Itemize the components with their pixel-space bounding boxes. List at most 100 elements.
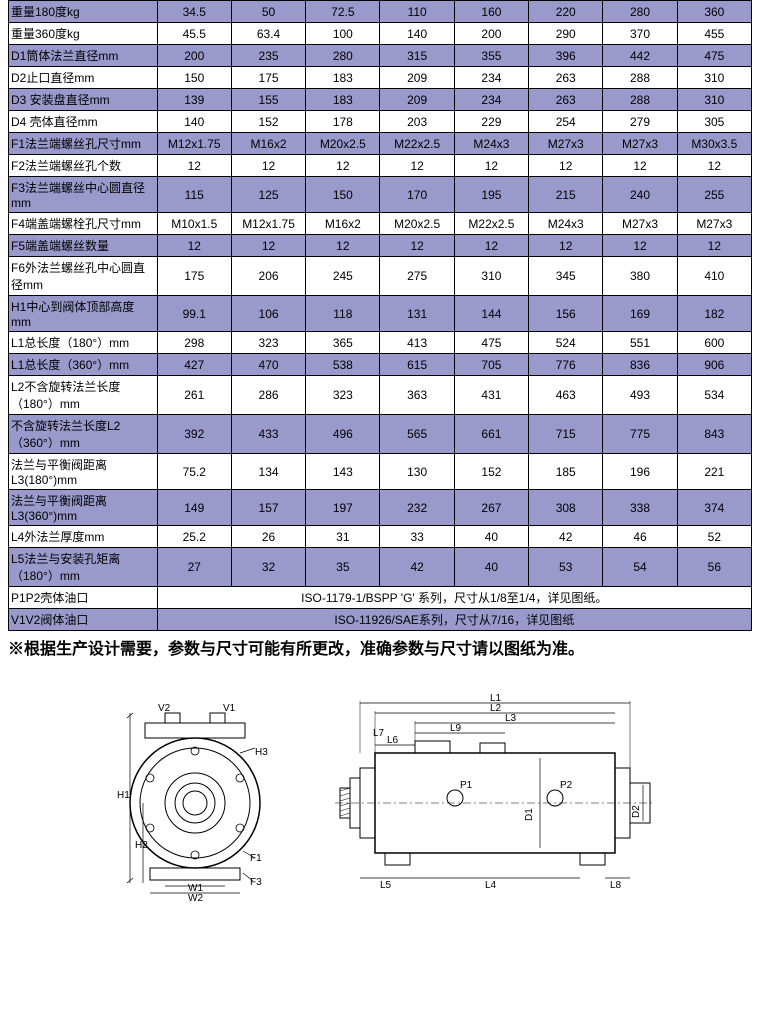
data-cell: 245 [306, 257, 380, 296]
data-cell: 12 [231, 155, 305, 177]
data-cell: 427 [157, 354, 231, 376]
row-label: H1中心到阀体顶部高度mm [9, 296, 158, 332]
row-label: L1总长度（180°）mm [9, 332, 158, 354]
row-label: F4端盖端螺栓孔尺寸mm [9, 213, 158, 235]
data-cell: M16x2 [306, 213, 380, 235]
data-cell: M22x2.5 [380, 133, 454, 155]
data-cell: 843 [677, 415, 751, 454]
data-cell: 215 [529, 177, 603, 213]
data-cell: 155 [231, 89, 305, 111]
data-cell: 203 [380, 111, 454, 133]
data-cell: 263 [529, 89, 603, 111]
data-cell: 26 [231, 526, 305, 548]
disclaimer-note: ※根据生产设计需要，参数与尺寸可能有所更改，准确参数与尺寸请以图纸为准。 [0, 631, 760, 663]
data-cell: 360 [677, 1, 751, 23]
table-row: F5端盖端螺丝数量1212121212121212 [9, 235, 752, 257]
label-l3: L3 [505, 713, 517, 724]
data-cell: 185 [529, 454, 603, 490]
data-cell: 470 [231, 354, 305, 376]
data-cell: 240 [603, 177, 677, 213]
data-cell: 12 [454, 155, 528, 177]
data-cell: 118 [306, 296, 380, 332]
data-cell: 254 [529, 111, 603, 133]
row-label: L2不含旋转法兰长度（180°）mm [9, 376, 158, 415]
data-cell: 280 [306, 45, 380, 67]
data-cell: 12 [380, 155, 454, 177]
data-cell: 600 [677, 332, 751, 354]
data-cell: 197 [306, 490, 380, 526]
label-l9: L9 [450, 723, 462, 734]
data-cell: 280 [603, 1, 677, 23]
row-label: 不含旋转法兰长度L2（360°）mm [9, 415, 158, 454]
data-cell: 12 [157, 155, 231, 177]
data-cell: 34.5 [157, 1, 231, 23]
data-cell: 32 [231, 548, 305, 587]
data-cell: 183 [306, 89, 380, 111]
data-cell: 33 [380, 526, 454, 548]
data-cell: M30x3.5 [677, 133, 751, 155]
label-l5: L5 [380, 880, 392, 891]
data-cell: 152 [454, 454, 528, 490]
data-cell: 72.5 [306, 1, 380, 23]
data-cell: M12x1.75 [157, 133, 231, 155]
data-cell: 157 [231, 490, 305, 526]
label-l8: L8 [610, 880, 622, 891]
data-cell: M16x2 [231, 133, 305, 155]
data-cell: 463 [529, 376, 603, 415]
data-cell: 35 [306, 548, 380, 587]
table-row: L1总长度（360°）mm427470538615705776836906 [9, 354, 752, 376]
data-cell: 396 [529, 45, 603, 67]
row-label: L5法兰与安装孔矩离（180°）mm [9, 548, 158, 587]
data-cell: 12 [529, 155, 603, 177]
data-cell: M22x2.5 [454, 213, 528, 235]
data-cell: 475 [454, 332, 528, 354]
data-cell: 40 [454, 548, 528, 587]
table-row: H1中心到阀体顶部高度mm99.1106118131144156169182 [9, 296, 752, 332]
data-cell: 183 [306, 67, 380, 89]
data-cell: 229 [454, 111, 528, 133]
data-cell: M27x3 [603, 213, 677, 235]
data-cell: 150 [306, 177, 380, 213]
data-cell: 12 [306, 155, 380, 177]
label-h2: H2 [135, 840, 148, 851]
row-label: D4 壳体直径mm [9, 111, 158, 133]
specification-table: 重量180度kg34.55072.5110160220280360重量360度k… [8, 0, 752, 631]
table-row: F6外法兰螺丝孔中心圆直径mm175206245275310345380410 [9, 257, 752, 296]
data-cell: 310 [454, 257, 528, 296]
row-label: F1法兰端螺丝孔尺寸mm [9, 133, 158, 155]
row-label: L1总长度（360°）mm [9, 354, 158, 376]
data-cell: 442 [603, 45, 677, 67]
data-cell: 12 [529, 235, 603, 257]
data-cell: 144 [454, 296, 528, 332]
data-cell: 413 [380, 332, 454, 354]
data-cell: 308 [529, 490, 603, 526]
data-cell: 538 [306, 354, 380, 376]
label-f1: F1 [250, 853, 262, 864]
data-cell: 323 [306, 376, 380, 415]
table-row: 不含旋转法兰长度L2（360°）mm3924334965656617157758… [9, 415, 752, 454]
data-cell: 220 [529, 1, 603, 23]
row-label: 重量360度kg [9, 23, 158, 45]
row-label: F3法兰端螺丝中心圆直径mm [9, 177, 158, 213]
data-cell: 534 [677, 376, 751, 415]
data-cell: 288 [603, 89, 677, 111]
table-row: D2止口直径mm150175183209234263288310 [9, 67, 752, 89]
table-row: F1法兰端螺丝孔尺寸mmM12x1.75M16x2M20x2.5M22x2.5 M… [9, 133, 752, 155]
data-cell: 27 [157, 548, 231, 587]
data-cell: 156 [529, 296, 603, 332]
data-cell: 345 [529, 257, 603, 296]
data-cell: 715 [529, 415, 603, 454]
data-cell: 235 [231, 45, 305, 67]
data-cell: 370 [603, 23, 677, 45]
table-row: D1筒体法兰直径mm200235280315355396442475 [9, 45, 752, 67]
data-cell: M24x3 [529, 213, 603, 235]
merged-info-cell: ISO-1179-1/BSPP 'G' 系列，尺寸从1/8至1/4，详见图纸。 [157, 587, 751, 609]
data-cell: 455 [677, 23, 751, 45]
data-cell: 275 [380, 257, 454, 296]
data-cell: 551 [603, 332, 677, 354]
label-l7: L7 [373, 728, 385, 739]
data-cell: 776 [529, 354, 603, 376]
data-cell: 130 [380, 454, 454, 490]
data-cell: M20x2.5 [306, 133, 380, 155]
data-cell: 25.2 [157, 526, 231, 548]
